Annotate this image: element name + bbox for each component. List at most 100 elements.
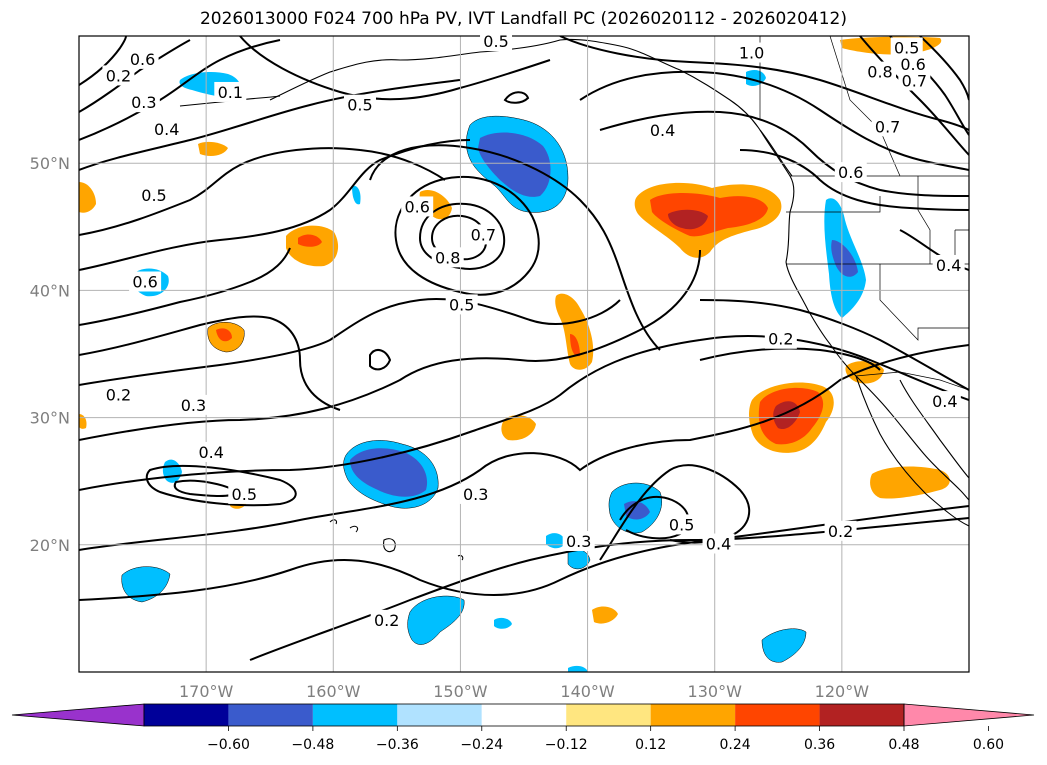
pv-contour — [79, 335, 969, 491]
colorbar-tick-label: 0.24 — [720, 737, 751, 753]
contour-label: 0.4 — [199, 443, 224, 462]
contour-label: 0.5 — [483, 32, 508, 51]
colorbar-tick-label: 0.60 — [973, 737, 1004, 753]
contour-label-background — [932, 254, 965, 275]
colorbar: −0.60 −0.48 −0.36 −0.24 −0.12 0.12 0.24 0.36 0.4… — [11, 703, 1035, 753]
pv-contour — [739, 149, 969, 211]
colorbar-tick-label: −0.12 — [545, 737, 588, 753]
colorbar-bin — [144, 704, 229, 726]
contour-label: 0.4 — [650, 121, 675, 140]
colorbar-extend-high — [903, 703, 1035, 727]
pv-contours — [79, 36, 969, 661]
contour-label: 0.6 — [130, 50, 155, 69]
contour-label: 0.3 — [181, 396, 206, 415]
contour-label-background — [459, 483, 492, 504]
pv-contour — [79, 344, 969, 551]
pv-contour — [79, 315, 341, 411]
latitude-labels: 50°N 40°N 30°N 20°N — [30, 154, 70, 555]
strong-negative-core — [831, 240, 858, 277]
colorbar-bin — [397, 704, 482, 726]
contour-label: 0.7 — [471, 225, 496, 244]
positive-anomaly-region — [870, 466, 950, 499]
negative-anomaly-region — [352, 185, 361, 205]
washington-oregon-border — [786, 196, 881, 213]
contour-label-background — [401, 196, 434, 217]
contour-label-background — [890, 37, 923, 58]
idaho-border — [917, 176, 931, 264]
political-borders — [759, 36, 969, 391]
contour-label-background — [764, 328, 797, 349]
map-frame — [78, 35, 970, 673]
contour-label-background — [102, 65, 135, 86]
colorbar-bin — [228, 704, 313, 726]
contour-label-background — [702, 533, 735, 554]
hawaii-islands — [329, 519, 464, 561]
contour-label-background — [214, 81, 247, 102]
contour-label: 0.1 — [218, 83, 243, 102]
contour-label: 0.5 — [449, 295, 474, 314]
positive-anomaly-region — [79, 414, 87, 429]
pv-contour — [79, 505, 969, 601]
contour-label-background — [871, 116, 904, 137]
contour-label: 0.6 — [900, 55, 925, 74]
contour-label-background — [898, 70, 931, 91]
latitude-tick-label: 50°N — [30, 154, 70, 173]
contour-label: 1.0 — [739, 44, 764, 63]
contour-label-background — [129, 271, 162, 292]
contour-label-background — [177, 394, 210, 415]
strong-positive-region — [570, 334, 580, 357]
positive-anomaly-region — [840, 36, 942, 55]
strong-positive-region — [298, 234, 322, 247]
contour-label: 0.5 — [347, 96, 372, 115]
colorbar-bin — [650, 704, 736, 726]
bc-alberta-border — [829, 36, 901, 177]
pv-contour — [619, 495, 690, 540]
colorbar-bin — [566, 704, 651, 726]
pv-contour — [79, 249, 701, 441]
latitude-tick-label: 40°N — [30, 281, 70, 300]
negative-anomaly-region — [121, 566, 171, 603]
colorbar-bin — [481, 704, 567, 726]
map-title: 2026013000 F024 700 hPa PV, IVT Landfall… — [199, 9, 847, 29]
pv-contour — [394, 176, 540, 296]
latitude-tick-label: 30°N — [30, 409, 70, 428]
contour-label-background — [445, 294, 478, 315]
baja-coastline — [855, 375, 969, 527]
pv-contour — [79, 298, 621, 386]
nevada-border — [879, 264, 969, 341]
colorbar-bin — [735, 704, 820, 726]
contour-label-background — [824, 520, 857, 541]
contour-label: 0.6 — [404, 197, 429, 216]
negative-anomaly-region — [761, 628, 807, 663]
latitude-tick-label: 20°N — [30, 536, 70, 555]
contour-label-background — [480, 31, 513, 52]
contour-label: 0.3 — [566, 532, 591, 551]
contour-label-background — [834, 162, 867, 183]
peak-positive-core — [773, 401, 800, 430]
contour-label: 0.2 — [768, 330, 793, 349]
contour-label: 0.8 — [435, 248, 460, 267]
contour-label: 0.2 — [106, 66, 131, 85]
negative-anomaly-region — [494, 617, 512, 629]
contour-label: 0.4 — [936, 256, 961, 275]
contour-label-background — [864, 61, 896, 82]
alaska-coastline — [269, 38, 793, 177]
contour-label-background — [138, 185, 171, 205]
positive-anomaly-region — [198, 141, 228, 156]
longitude-tick-label: 130°W — [688, 682, 743, 701]
colorbar-tick-label: −0.48 — [291, 737, 334, 753]
contour-label-background — [126, 48, 159, 69]
longitude-tick-label: 120°W — [815, 682, 870, 701]
negative-anomaly-region — [162, 459, 182, 483]
pv-contour — [699, 347, 881, 371]
strong-negative-core — [624, 501, 650, 520]
colorbar-tick-label: 0.12 — [635, 737, 666, 753]
contour-label: 0.7 — [902, 72, 927, 91]
negative-anomaly-region — [568, 665, 588, 672]
contour-label: 0.4 — [706, 535, 731, 554]
us-mexico-border — [855, 371, 969, 391]
pv-contour — [145, 464, 297, 507]
longitude-labels: 170°W 160°W 150°W 140°W 130°W 120°W — [179, 682, 869, 701]
pv-contour — [919, 36, 969, 101]
